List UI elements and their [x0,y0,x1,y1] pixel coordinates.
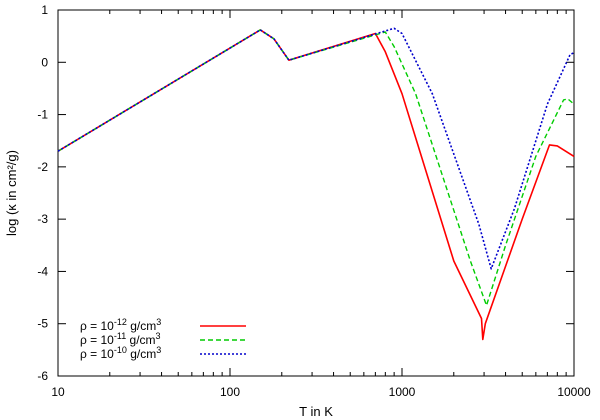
y-tick-label: -1 [37,108,48,122]
y-tick-label: 1 [41,3,48,17]
series-line-2 [57,29,575,307]
series-group [57,27,575,341]
y-axis-label: log (κ in cm²/g) [4,150,19,236]
x-tick-label: 10000 [557,385,591,399]
y-tick-label: -6 [37,369,48,383]
y-tick-label: -2 [37,160,48,174]
series-line-3 [57,27,575,270]
x-tick-label: 100 [220,385,240,399]
series-line-1 [57,29,575,341]
y-tick-label: -5 [37,317,48,331]
plot-frame [57,9,575,377]
legend-label-1: ρ = 10-12 g/cm3 [80,317,161,333]
x-tick-label: 1000 [389,385,416,399]
y-tick-label: -3 [37,212,48,226]
x-tick-label: 10 [51,385,65,399]
x-axis: 10 100 1000 10000 [51,10,591,399]
y-tick-label: 0 [41,55,48,69]
y-tick-label: -4 [37,264,48,278]
x-axis-label: T in K [299,404,333,419]
y-axis: 1 0 -1 -2 -3 -4 -5 -6 [37,3,574,383]
legend-label-3: ρ = 10-10 g/cm3 [80,345,161,361]
legend-label-2: ρ = 10-11 g/cm3 [80,331,161,347]
